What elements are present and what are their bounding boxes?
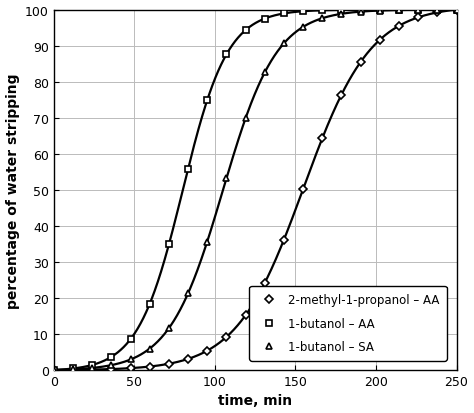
1-butanol – SA (435, 8, 440, 13)
Y-axis label: percentage of water stripping: percentage of water stripping (6, 73, 19, 308)
1-butanol – AA (338, 8, 344, 13)
1-butanol – SA (70, 367, 76, 372)
2-methyl-1-propanol – AA (243, 313, 248, 318)
1-butanol – SA (224, 177, 229, 182)
1-butanol – AA (281, 12, 287, 17)
1-butanol – AA (166, 242, 172, 247)
1-butanol – SA (396, 9, 402, 14)
1-butanol – AA (415, 8, 421, 13)
1-butanol – SA (166, 326, 172, 331)
1-butanol – AA (51, 368, 57, 373)
1-butanol – SA (338, 12, 344, 17)
1-butanol – AA (454, 8, 459, 13)
1-butanol – AA (377, 8, 383, 13)
2-methyl-1-propanol – AA (70, 368, 76, 373)
2-methyl-1-propanol – AA (435, 11, 440, 16)
1-butanol – SA (185, 291, 191, 296)
1-butanol – SA (90, 366, 95, 370)
1-butanol – SA (300, 25, 306, 30)
1-butanol – AA (90, 363, 95, 368)
1-butanol – AA (300, 9, 306, 14)
2-methyl-1-propanol – AA (281, 237, 287, 242)
Line: 2-methyl-1-propanol – AA: 2-methyl-1-propanol – AA (51, 8, 459, 373)
1-butanol – AA (435, 8, 440, 13)
1-butanol – SA (454, 8, 459, 13)
1-butanol – AA (262, 17, 268, 22)
2-methyl-1-propanol – AA (204, 348, 210, 353)
1-butanol – AA (70, 366, 76, 371)
1-butanol – AA (147, 301, 153, 306)
2-methyl-1-propanol – AA (128, 366, 133, 371)
1-butanol – SA (243, 116, 248, 121)
2-methyl-1-propanol – AA (90, 367, 95, 372)
1-butanol – AA (358, 8, 364, 13)
1-butanol – SA (319, 17, 325, 21)
2-methyl-1-propanol – AA (338, 93, 344, 98)
2-methyl-1-propanol – AA (224, 335, 229, 339)
1-butanol – SA (415, 8, 421, 13)
2-methyl-1-propanol – AA (319, 136, 325, 141)
1-butanol – SA (281, 42, 287, 47)
2-methyl-1-propanol – AA (377, 38, 383, 43)
1-butanol – SA (262, 71, 268, 76)
X-axis label: time, min: time, min (218, 394, 292, 408)
1-butanol – SA (358, 10, 364, 15)
1-butanol – AA (185, 167, 191, 172)
1-butanol – SA (109, 363, 114, 368)
1-butanol – AA (396, 8, 402, 13)
2-methyl-1-propanol – AA (185, 356, 191, 361)
2-methyl-1-propanol – AA (396, 24, 402, 29)
1-butanol – AA (204, 98, 210, 103)
2-methyl-1-propanol – AA (166, 361, 172, 366)
1-butanol – AA (243, 28, 248, 33)
2-methyl-1-propanol – AA (358, 60, 364, 65)
1-butanol – AA (109, 354, 114, 359)
2-methyl-1-propanol – AA (147, 364, 153, 369)
Line: 1-butanol – SA: 1-butanol – SA (50, 7, 460, 374)
1-butanol – AA (319, 9, 325, 14)
2-methyl-1-propanol – AA (51, 368, 57, 373)
1-butanol – AA (224, 53, 229, 58)
2-methyl-1-propanol – AA (262, 281, 268, 286)
Line: 1-butanol – AA: 1-butanol – AA (51, 8, 459, 373)
1-butanol – SA (147, 346, 153, 351)
1-butanol – SA (377, 9, 383, 14)
1-butanol – AA (128, 337, 133, 342)
1-butanol – SA (128, 357, 133, 362)
2-methyl-1-propanol – AA (454, 8, 459, 13)
2-methyl-1-propanol – AA (300, 187, 306, 192)
1-butanol – SA (204, 240, 210, 244)
Legend: 2-methyl-1-propanol – AA, 1-butanol – AA, 1-butanol – SA: 2-methyl-1-propanol – AA, 1-butanol – AA… (249, 286, 447, 361)
2-methyl-1-propanol – AA (415, 16, 421, 21)
2-methyl-1-propanol – AA (109, 367, 114, 372)
1-butanol – SA (51, 368, 57, 373)
